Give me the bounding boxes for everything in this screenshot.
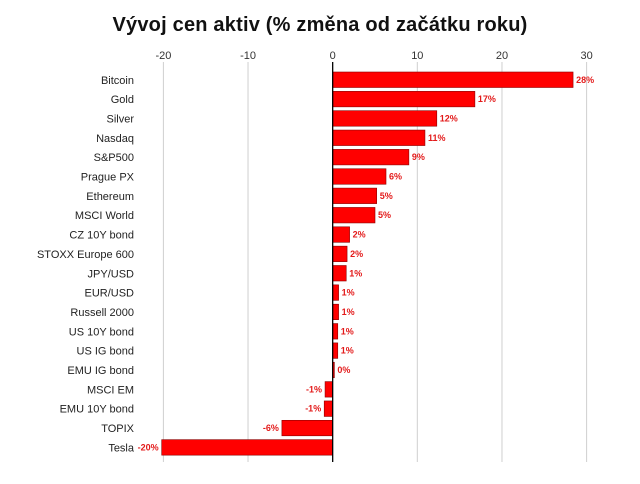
category-label: Ethereum: [86, 191, 134, 203]
data-label: -1%: [305, 404, 321, 414]
x-tick-label: 30: [580, 50, 592, 62]
category-label: EMU IG bond: [67, 365, 134, 377]
data-label: -20%: [138, 442, 159, 452]
bar: [281, 419, 333, 437]
bar: [332, 149, 410, 166]
bar: [332, 207, 376, 224]
chart-title: Vývoj cen aktiv (% změna od začátku roku…: [112, 14, 528, 36]
x-axis-ticks: -20 -10 0 10 20 30: [155, 50, 592, 62]
category-label: TOPIX: [101, 423, 134, 435]
bar: [332, 342, 339, 359]
bar: [161, 439, 333, 456]
bar: [324, 381, 333, 398]
grid-lines: [162, 62, 588, 462]
category-label: CZ 10Y bond: [69, 230, 134, 242]
bar: [332, 226, 350, 243]
data-label: -1%: [306, 384, 322, 394]
x-tick-label: -10: [240, 50, 256, 62]
category-label: Russell 2000: [70, 307, 134, 319]
bar: [332, 91, 476, 108]
category-label: S&P500: [94, 152, 134, 164]
category-label: EUR/USD: [84, 288, 134, 300]
x-tick-label: -20: [155, 50, 171, 62]
category-label: Gold: [111, 94, 134, 106]
data-label: 9%: [412, 152, 425, 162]
data-label: 1%: [341, 346, 354, 356]
x-tick-label: 0: [330, 50, 336, 62]
category-label: MSCI World: [75, 210, 134, 222]
data-label: -6%: [263, 423, 279, 433]
data-label: 17%: [478, 94, 496, 104]
bar: [332, 110, 438, 127]
data-label: 12%: [440, 113, 458, 123]
data-label: 1%: [341, 326, 354, 336]
category-label: STOXX Europe 600: [37, 249, 134, 261]
data-label: 5%: [380, 191, 393, 201]
bar: [332, 71, 574, 88]
category-label: Bitcoin: [101, 75, 134, 87]
bar: [332, 323, 339, 340]
category-label: US 10Y bond: [69, 326, 134, 338]
category-label: JPY/USD: [88, 268, 135, 280]
category-label: Tesla: [108, 442, 135, 454]
data-label: 5%: [378, 210, 391, 220]
x-tick-label: 20: [496, 50, 508, 62]
data-label: 6%: [389, 172, 402, 182]
data-label: 1%: [342, 288, 355, 298]
category-label: Nasdaq: [96, 133, 134, 145]
category-label: EMU 10Y bond: [60, 404, 134, 416]
bar: [323, 400, 333, 417]
bar: [332, 168, 387, 185]
data-label: 2%: [350, 249, 363, 259]
bar: [332, 265, 347, 282]
bar: [332, 303, 339, 321]
category-label: US IG bond: [77, 346, 134, 358]
bar: [332, 284, 339, 301]
category-label: MSCI EM: [87, 384, 134, 396]
data-label: 0%: [337, 365, 350, 375]
data-label: 28%: [576, 75, 594, 85]
bar: [332, 245, 348, 262]
category-label: Prague PX: [81, 172, 135, 184]
data-label: 1%: [349, 268, 362, 278]
data-label: 1%: [342, 307, 355, 317]
bars: [161, 71, 574, 456]
data-label: 2%: [353, 230, 366, 240]
plot-area: [138, 70, 612, 462]
bar: [332, 129, 426, 146]
bar: [332, 187, 377, 204]
category-label: Silver: [106, 113, 134, 125]
x-tick-label: 10: [411, 50, 423, 62]
category-labels: Bitcoin Gold Silver Nasdaq S&P500 Prague PX Et…: [37, 75, 135, 455]
data-labels: 28% 17% 12% 11%9% 6% 5% 5% 2% 2% 1% 1% 1% 1% 1% 0% -1% -…: [138, 75, 594, 453]
data-label: 11%: [428, 133, 446, 143]
